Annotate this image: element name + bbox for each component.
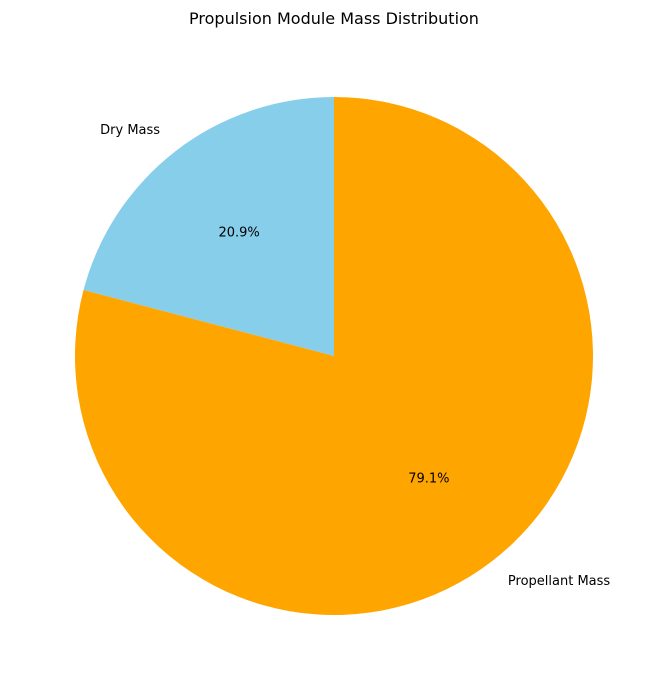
slice-label-propellant-mass: Propellant Mass bbox=[508, 574, 610, 589]
pie-slice-propellant-mass bbox=[74, 97, 594, 616]
chart-title: Propulsion Module Mass Distribution bbox=[189, 9, 479, 28]
pct-label-propellant-mass: 79.1% bbox=[408, 472, 449, 487]
pie-slice-dry-mass bbox=[83, 97, 334, 356]
slice-label-dry-mass: Dry Mass bbox=[100, 123, 160, 138]
labels-group: 20.9% Dry Mass 79.1% Propellant Mass bbox=[100, 123, 610, 589]
slices-group bbox=[74, 97, 594, 616]
pct-label-dry-mass: 20.9% bbox=[218, 225, 259, 240]
